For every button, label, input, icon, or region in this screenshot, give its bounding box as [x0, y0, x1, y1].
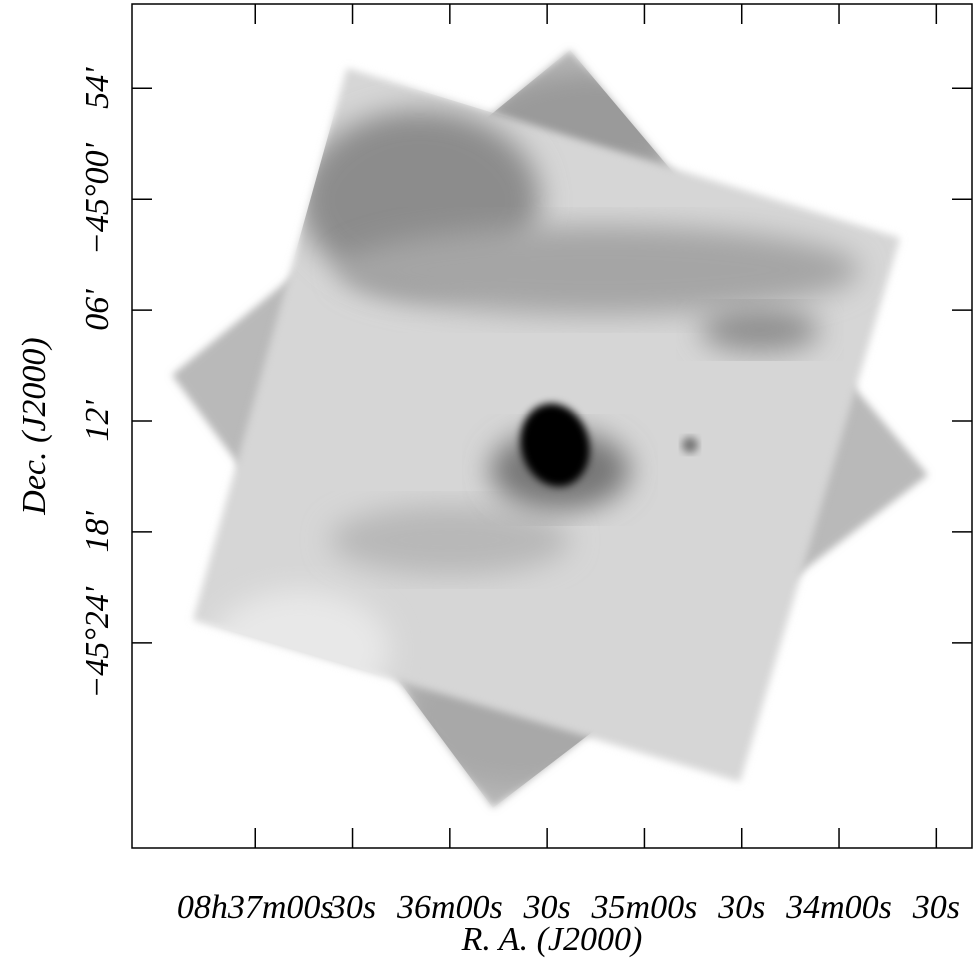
x-tick-label: 30s	[523, 889, 571, 926]
y-axis-label: Dec. (J2000)	[16, 337, 53, 515]
x-tick-label: 08h37m00s	[177, 889, 334, 926]
sky-image	[172, 50, 928, 808]
y-tick-label: −45°00'	[79, 143, 116, 256]
x-tick-label: 30s	[717, 889, 765, 926]
y-tick-label: 12'	[79, 400, 116, 442]
y-tick-label: 54'	[79, 67, 116, 109]
y-tick-label: −45°24'	[79, 586, 116, 699]
plot-frame	[131, 3, 973, 849]
x-tick-label: 30s	[912, 889, 960, 926]
x-tick-label: 34m00s	[785, 889, 892, 926]
x-tick-label: 35m00s	[591, 889, 698, 926]
x-tick-label: 30s	[328, 889, 376, 926]
x-tick-label: 36m00s	[396, 889, 503, 926]
y-tick-label: 18'	[79, 511, 116, 553]
y-tick-label: 06'	[79, 289, 116, 331]
x-axis-label: R. A. (J2000)	[461, 921, 643, 958]
